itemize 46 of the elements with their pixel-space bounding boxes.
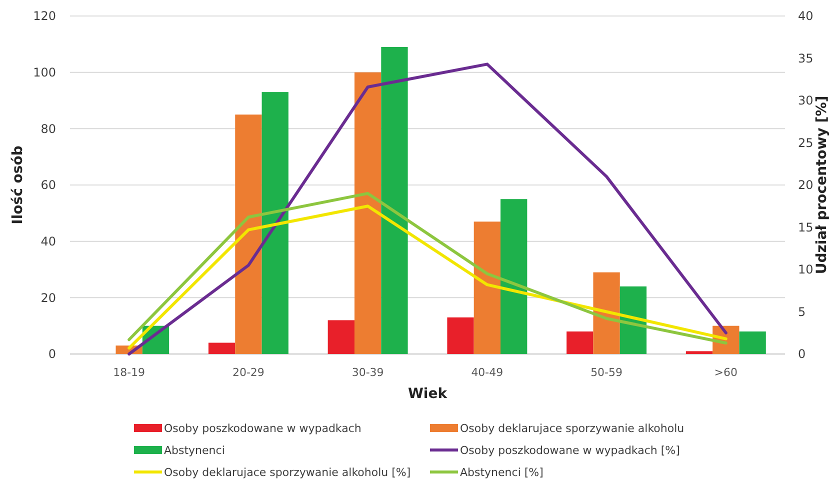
y2-tick-label: 40 (798, 9, 814, 24)
x-tick-label: 50-59 (590, 366, 623, 379)
y2-axis-title: Udział procentowy [%] (814, 96, 830, 274)
y2-tick-label: 30 (798, 94, 814, 108)
bar (593, 272, 620, 354)
bar (474, 222, 501, 354)
x-tick-label: 40-49 (471, 366, 504, 379)
y-tick-label: 60 (40, 178, 56, 192)
x-tick-label: 20-29 (232, 366, 264, 379)
y2-tick-label: 25 (798, 136, 814, 150)
bar (354, 72, 382, 354)
y-tick-label: 0 (48, 347, 56, 362)
legend-label: Osoby poszkodowane w wypadkach (164, 422, 362, 435)
bar (328, 320, 354, 354)
legend-label: Osoby deklarujace sporzywanie alkoholu [%] (164, 466, 411, 479)
y-tick-label: 80 (40, 122, 56, 136)
legend-label: Osoby poszkodowane w wypadkach [%] (460, 444, 680, 457)
x-tick-label: 18-19 (113, 366, 146, 379)
y2-tick-label: 10 (798, 262, 814, 277)
bar (620, 286, 647, 354)
x-tick-label: 30-39 (352, 366, 384, 379)
bar (208, 342, 236, 354)
bar (447, 317, 474, 354)
bar (262, 92, 288, 354)
y2-tick-label: 0 (798, 347, 806, 362)
y2-tick-label: 35 (798, 51, 814, 66)
bar (686, 351, 713, 354)
legend-label: Abstynenci [%] (460, 466, 544, 479)
y-tick-label: 120 (33, 9, 56, 24)
x-tick-label: >60 (714, 366, 738, 379)
y-axis-title: Ilość osób (10, 146, 26, 224)
bar (235, 114, 262, 354)
line-series (128, 62, 728, 356)
y-tick-label: 40 (40, 234, 56, 249)
bar (566, 331, 594, 354)
x-axis-title: Wiek (408, 386, 448, 402)
legend-label: Osoby deklarujace sporzywanie alkoholu (460, 422, 684, 435)
y2-tick-label: 5 (798, 304, 806, 319)
y-tick-label: 20 (40, 290, 56, 305)
bar (500, 199, 528, 354)
y2-tick-label: 15 (798, 220, 814, 234)
bar (381, 46, 408, 354)
y-tick-label: 100 (33, 66, 56, 80)
bar (739, 331, 766, 354)
legend-label: Abstynenci (164, 444, 225, 457)
y2-tick-label: 20 (798, 178, 814, 192)
